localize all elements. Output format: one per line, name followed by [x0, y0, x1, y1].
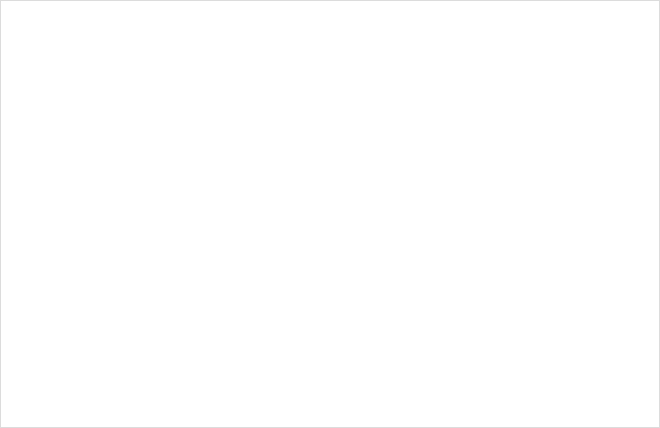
figure-caption [1, 41, 659, 51]
charts-grid [1, 27, 659, 41]
chart-legend [1, 5, 659, 25]
